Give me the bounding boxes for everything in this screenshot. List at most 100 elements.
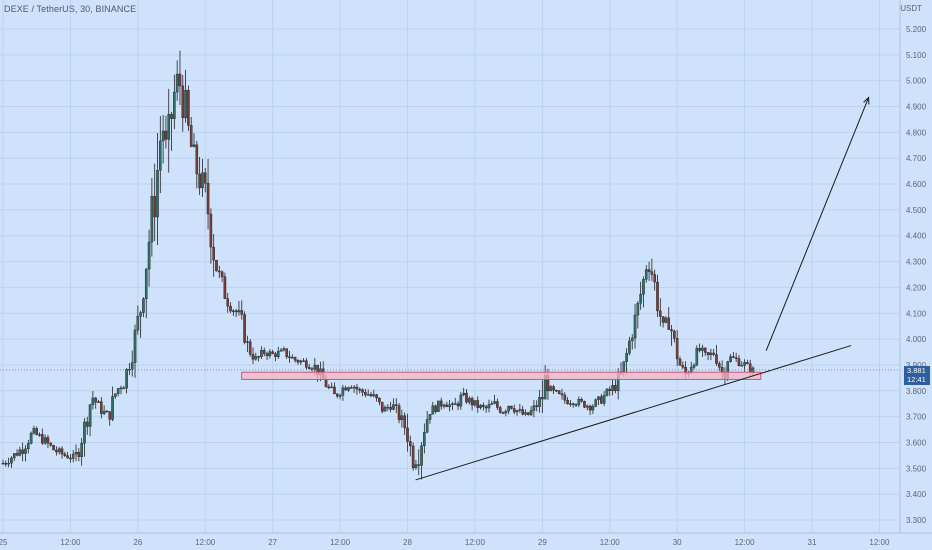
candle-body	[175, 73, 179, 93]
candle-body	[69, 457, 72, 460]
candle-body	[91, 397, 95, 405]
candle-body	[552, 386, 555, 391]
candle-body	[136, 315, 140, 331]
candle-body	[198, 173, 201, 189]
candle-body	[358, 389, 362, 391]
candle-body	[456, 403, 460, 407]
candle-body	[608, 388, 612, 391]
time-axis[interactable]: 25 12:00 26 12:00 27 12:00 28 12:00 29 12:00 30 12:…	[0, 538, 932, 547]
candle-body	[279, 349, 283, 352]
candle-body	[571, 403, 575, 406]
x-tick-label: 12:00	[195, 538, 216, 547]
y-tick-label: 4.200	[906, 283, 927, 292]
candle-body	[83, 421, 86, 444]
candle-body	[678, 358, 682, 366]
candle-body	[307, 367, 311, 369]
candle-body	[274, 353, 277, 357]
candle-body	[52, 445, 55, 451]
y-tick-label: 4.700	[906, 154, 927, 163]
y-tick-label: 4.300	[906, 258, 927, 267]
candle-body	[240, 310, 244, 315]
candle-body	[248, 341, 252, 355]
candle-body	[226, 298, 230, 307]
candle-body	[352, 386, 356, 389]
candle-body	[538, 397, 541, 407]
candle-body	[26, 443, 30, 450]
candle-body	[375, 394, 378, 399]
candle-body	[192, 144, 196, 147]
candle-body	[147, 241, 151, 270]
candle-body	[43, 437, 47, 444]
candle-body	[743, 362, 746, 366]
candle-body	[223, 276, 227, 299]
candle-body	[302, 360, 305, 362]
candle-body	[656, 281, 659, 312]
candle-body	[49, 442, 53, 446]
candle-body	[130, 362, 134, 370]
candle-body	[512, 408, 516, 413]
candle-body	[574, 404, 578, 406]
candle-body	[35, 428, 39, 435]
candle-body	[698, 348, 701, 351]
support-zone[interactable]	[241, 371, 762, 380]
candle-body	[740, 365, 744, 367]
candle-body	[153, 196, 156, 218]
candle-body	[243, 314, 246, 343]
candle-body	[451, 403, 454, 405]
y-tick-label: 3.500	[906, 464, 927, 473]
candle-body	[350, 387, 353, 389]
candle-body	[189, 125, 193, 147]
candle-body	[156, 170, 159, 218]
candle-body	[60, 448, 64, 455]
y-tick-label: 5.100	[906, 51, 927, 60]
candle-body	[111, 396, 114, 420]
candle-body	[594, 399, 598, 407]
candle-body	[476, 400, 480, 409]
candle-body	[142, 298, 145, 313]
candle-body	[397, 405, 401, 421]
candle-body	[470, 398, 474, 406]
candle-body	[164, 130, 168, 140]
candle-body	[647, 269, 651, 272]
candle-body	[588, 405, 592, 411]
candle-body	[642, 279, 645, 295]
candle-body	[459, 394, 463, 407]
candle-body	[403, 415, 406, 429]
candle-body	[681, 365, 685, 368]
y-tick-label: 3.900	[906, 361, 927, 370]
candle-body	[622, 361, 626, 372]
candle-body	[333, 386, 336, 395]
candle-body	[94, 397, 97, 403]
candle-body	[288, 356, 291, 359]
quote-currency-label: USDT	[900, 4, 922, 13]
candle-body	[510, 405, 513, 409]
candle-body	[291, 357, 294, 359]
candle-body	[285, 348, 289, 357]
ascending-trendline[interactable]	[415, 345, 852, 481]
candle-body	[701, 347, 704, 351]
candle-body	[299, 360, 303, 363]
candle-body	[206, 183, 210, 215]
candle-body	[63, 453, 67, 456]
candle-body	[498, 407, 502, 413]
candle-body	[507, 405, 510, 412]
x-tick-label: 12:00	[735, 538, 756, 547]
candle-body	[246, 341, 249, 343]
price-axis[interactable]: 5.200 5.100 5.000 4.900 4.800 4.700 4.600 4.500…	[906, 25, 927, 525]
projection-arrow[interactable]	[765, 97, 870, 351]
candle-body	[1, 462, 5, 465]
candle-body	[712, 352, 715, 355]
y-tick-label: 4.100	[906, 309, 927, 318]
y-tick-label: 3.400	[906, 490, 927, 499]
candle-body	[10, 457, 13, 464]
candle-body	[526, 412, 530, 415]
candle-body	[400, 415, 404, 421]
candle-body	[173, 91, 176, 119]
candle-body	[271, 351, 274, 354]
candle-body	[442, 404, 446, 407]
candle-body	[541, 397, 544, 400]
candle-body	[445, 404, 449, 408]
candle-body	[614, 385, 617, 391]
x-tick-label: 27	[268, 538, 277, 547]
